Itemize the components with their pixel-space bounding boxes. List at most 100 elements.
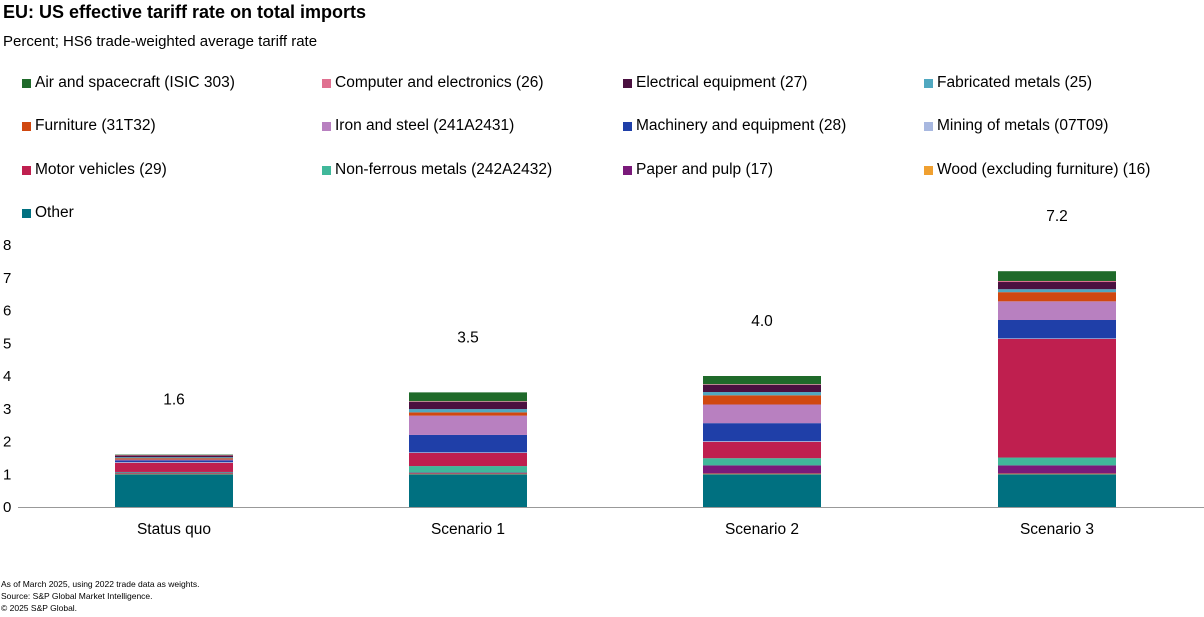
legend-item-motor-vehicles-29: Motor vehicles (29): [22, 161, 167, 179]
footnotes: As of March 2025, using 2022 trade data …: [1, 578, 199, 614]
legend-item-air-and-spacecraft-isic-303: Air and spacecraft (ISIC 303): [22, 74, 235, 92]
bar-segment-wood-excluding-furniture-16: [703, 473, 821, 475]
bar-segment-motor-vehicles-29: [703, 441, 821, 459]
legend: Air and spacecraft (ISIC 303) Computer an…: [22, 74, 1202, 234]
legend-item-fabricated-metals-25: Fabricated metals (25): [924, 74, 1092, 92]
bar-segment-furniture-31t32: [998, 292, 1116, 302]
legend-label: Motor vehicles (29): [35, 161, 167, 178]
legend-item-computer-and-electronics-26: Computer and electronics (26): [322, 74, 544, 92]
legend-item-electrical-equipment-27: Electrical equipment (27): [623, 74, 807, 92]
bar-segment-wood-excluding-furniture-16: [998, 473, 1116, 475]
bar-segment-other: [115, 474, 233, 507]
bar-segment-electrical-equipment-27: [409, 401, 527, 410]
bar-segment-mining-of-metals-07t09: [703, 441, 821, 442]
chart-subtitle: Percent; HS6 trade-weighted average tari…: [3, 33, 318, 50]
total-label: 4.0: [751, 313, 773, 330]
legend-item-wood-excluding-furniture-16: Wood (excluding furniture) (16): [924, 161, 1150, 179]
y-tick-label: 7: [3, 270, 11, 287]
legend-item-other: Other: [22, 204, 74, 222]
category-label: Scenario 3: [1020, 521, 1094, 538]
legend-label: Other: [35, 204, 74, 221]
bar-segment-fabricated-metals-25: [409, 409, 527, 413]
bar-segment-other: [703, 474, 821, 507]
legend-swatch: [623, 121, 632, 131]
category-label: Status quo: [137, 521, 211, 538]
legend-label: Electrical equipment (27): [636, 74, 808, 91]
legend-swatch: [22, 165, 31, 175]
chart-title: EU: US effective tariff rate on total im…: [3, 2, 367, 22]
bar-segment-machinery-and-equipment-28: [409, 434, 527, 453]
bar-segment-air-and-spacecraft-isic-303: [409, 392, 527, 402]
bar-segment-other: [409, 474, 527, 507]
bar-segment-non-ferrous-metals-242a2432: [115, 471, 233, 473]
legend-swatch: [623, 78, 632, 88]
bar-segment-paper-and-pulp-17: [409, 472, 527, 474]
bar-segment-computer-and-electronics-26: [703, 384, 821, 385]
bar-segment-air-and-spacecraft-isic-303: [115, 454, 233, 456]
bar-segment-electrical-equipment-27: [703, 384, 821, 393]
bar-segment-iron-and-steel-241a2431: [115, 459, 233, 461]
bar-segment-non-ferrous-metals-242a2432: [409, 466, 527, 473]
bar-segment-machinery-and-equipment-28: [998, 319, 1116, 339]
bar-segment-computer-and-electronics-26: [998, 281, 1116, 283]
bar-segment-fabricated-metals-25: [703, 392, 821, 396]
bar-segment-air-and-spacecraft-isic-303: [998, 271, 1116, 282]
bar-segment-electrical-equipment-27: [115, 455, 233, 458]
bar-segment-air-and-spacecraft-isic-303: [703, 376, 821, 385]
legend-swatch: [322, 121, 331, 131]
y-tick-label: 4: [3, 368, 11, 385]
y-tick-label: 5: [3, 335, 11, 352]
legend-swatch: [22, 78, 31, 88]
bar-segment-iron-and-steel-241a2431: [703, 404, 821, 424]
y-tick-label: 3: [3, 401, 11, 418]
footnote-source: Source: S&P Global Market Intelligence.: [1, 591, 153, 601]
y-tick-label: 6: [3, 303, 11, 320]
bar-segment-mining-of-metals-07t09: [409, 452, 527, 453]
legend-label: Fabricated metals (25): [937, 74, 1093, 91]
legend-item-machinery-and-equipment-28: Machinery and equipment (28): [623, 117, 846, 135]
legend-label: Computer and electronics (26): [335, 74, 544, 91]
bar-segment-non-ferrous-metals-242a2432: [998, 457, 1116, 466]
bar-segment-furniture-31t32: [409, 412, 527, 416]
bar-segment-iron-and-steel-241a2431: [998, 301, 1116, 320]
bar-segment-paper-and-pulp-17: [115, 472, 233, 474]
y-tick-label: 0: [3, 499, 11, 516]
legend-swatch: [924, 165, 933, 175]
legend-item-mining-of-metals-07t09: Mining of metals (07T09): [924, 117, 1108, 135]
legend-swatch: [22, 208, 31, 218]
total-label: 7.2: [1046, 208, 1068, 225]
legend-label: Air and spacecraft (ISIC 303): [35, 74, 235, 91]
bar-segment-machinery-and-equipment-28: [115, 460, 233, 463]
legend-item-furniture-31t32: Furniture (31T32): [22, 117, 156, 135]
category-label: Scenario 1: [431, 521, 505, 538]
legend-label: Mining of metals (07T09): [937, 117, 1109, 134]
legend-label: Wood (excluding furniture) (16): [937, 161, 1151, 178]
legend-label: Non-ferrous metals (242A2432): [335, 161, 553, 178]
legend-label: Machinery and equipment (28): [636, 117, 847, 134]
total-label: 1.6: [163, 392, 185, 409]
bar-segment-motor-vehicles-29: [998, 338, 1116, 458]
legend-swatch: [322, 78, 331, 88]
legend-swatch: [322, 165, 331, 175]
bar-segment-motor-vehicles-29: [115, 462, 233, 472]
y-tick-label: 2: [3, 434, 11, 451]
bar-segment-furniture-31t32: [703, 395, 821, 405]
legend-label: Paper and pulp (17): [636, 161, 774, 178]
bar-segment-electrical-equipment-27: [998, 282, 1116, 290]
legend-item-non-ferrous-metals-242a2432: Non-ferrous metals (242A2432): [322, 161, 552, 179]
legend-label: Furniture (31T32): [35, 117, 156, 134]
category-label: Scenario 2: [725, 521, 799, 538]
total-label: 3.5: [457, 329, 479, 346]
legend-swatch: [924, 78, 933, 88]
bar-segment-computer-and-electronics-26: [409, 401, 527, 402]
bar-segment-other: [998, 474, 1116, 507]
legend-swatch: [924, 121, 933, 131]
bar-segment-wood-excluding-furniture-16: [115, 473, 233, 475]
bar-segment-fabricated-metals-25: [115, 457, 233, 459]
bar-segment-motor-vehicles-29: [409, 452, 527, 467]
bar-segment-non-ferrous-metals-242a2432: [703, 458, 821, 466]
legend-item-paper-and-pulp-17: Paper and pulp (17): [623, 161, 773, 179]
legend-swatch: [623, 165, 632, 175]
legend-label: Iron and steel (241A2431): [335, 117, 515, 134]
